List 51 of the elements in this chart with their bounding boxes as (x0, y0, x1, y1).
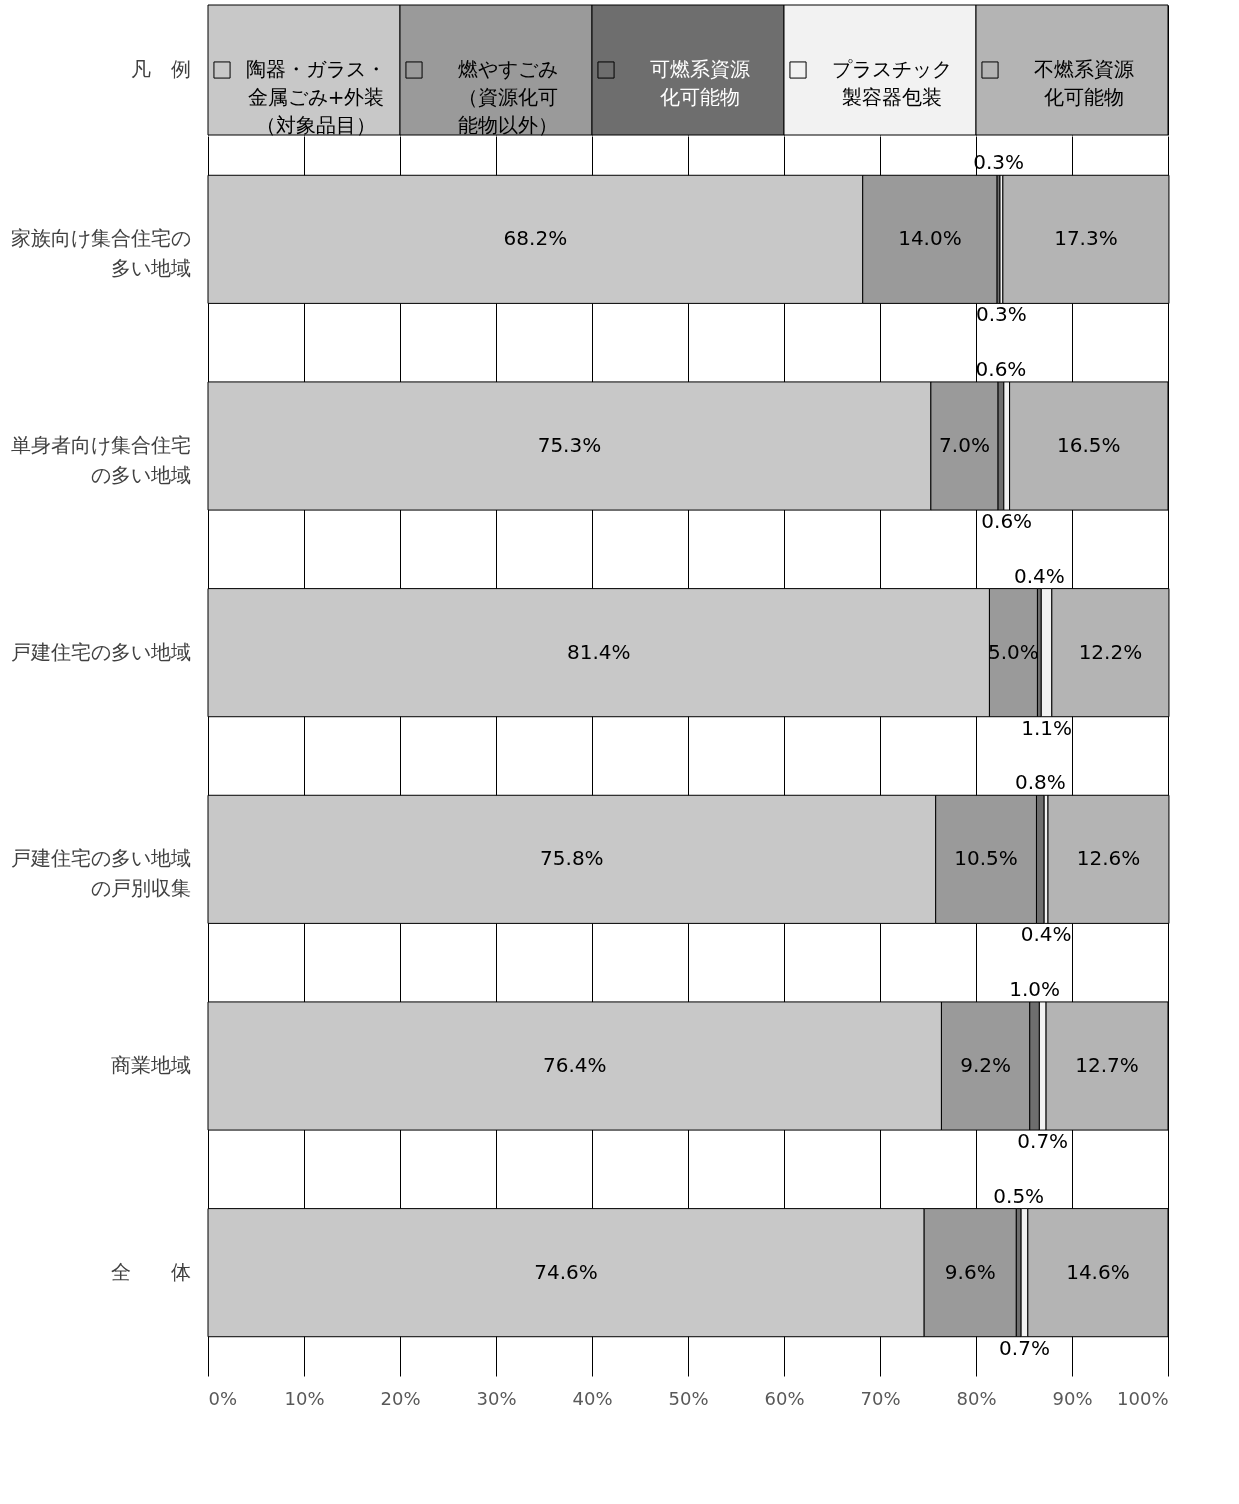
x-tick-label: 40% (572, 1387, 613, 1409)
data-label: 68.2% (503, 226, 568, 251)
data-label: 0.6% (981, 509, 1033, 533)
data-label: 14.0% (898, 226, 962, 251)
data-label: 12.7% (1075, 1053, 1139, 1077)
x-tick-label: 80% (956, 1387, 997, 1409)
data-label: 0.7% (1017, 1129, 1069, 1153)
data-label: 12.2% (1078, 639, 1143, 664)
x-tick-label: 90% (1052, 1387, 1093, 1409)
x-tick-label: 70% (860, 1387, 901, 1409)
data-label: 0.6% (975, 357, 1027, 381)
data-label: 0.7% (999, 1335, 1050, 1360)
x-tick-label: 0% (208, 1387, 238, 1409)
data-label: 9.2% (960, 1053, 1012, 1077)
data-label: 75.3% (537, 433, 602, 457)
legend-label: プラスチック製容器包装 (832, 57, 952, 109)
y-tick-label: 家族向け集合住宅の多い地域 (10, 226, 191, 281)
legend-label: 不燃系資源化可能物 (1034, 57, 1134, 109)
data-label: 0.4% (1013, 563, 1065, 588)
data-label: 74.6% (534, 1259, 598, 1284)
data-label: 10.5% (954, 846, 1018, 871)
data-label: 14.6% (1066, 1259, 1130, 1284)
legend-label: 陶器・ガラス・金属ごみ+外装（対象品目） (246, 57, 386, 137)
data-label: 75.8% (540, 846, 604, 871)
data-label: 0.8% (1014, 770, 1066, 795)
data-label: 16.5% (1057, 433, 1121, 457)
data-label: 0.5% (993, 1183, 1045, 1208)
data-label: 12.6% (1076, 846, 1141, 871)
x-tick-label: 100% (1117, 1387, 1169, 1409)
data-label: 0.4% (1020, 922, 1072, 947)
data-label: 17.3% (1054, 226, 1118, 251)
data-label: 0.3% (976, 302, 1027, 327)
data-label: 7.0% (939, 433, 990, 457)
x-tick-label: 30% (476, 1387, 517, 1409)
x-tick-label: 50% (668, 1387, 709, 1409)
x-tick-label: 60% (764, 1387, 805, 1409)
data-label: 81.4% (566, 639, 631, 664)
legend-label: 可燃系資源化可能物 (650, 57, 750, 109)
data-label: 9.6% (944, 1259, 996, 1284)
y-tick-label: 商業地域 (110, 1053, 191, 1077)
data-label: 76.4% (542, 1053, 607, 1077)
x-tick-label: 20% (380, 1387, 421, 1409)
y-tick-label: 全 体 (110, 1259, 191, 1284)
y-tick-label: 単身者向け集合住宅の多い地域 (10, 433, 191, 487)
legend-title: 凡 例 (130, 57, 191, 81)
y-tick-label: 戸建住宅の多い地域 (10, 639, 191, 664)
x-tick-label: 10% (284, 1387, 325, 1409)
legend-label: 燃やすごみ（資源化可能物以外） (458, 57, 558, 137)
data-label: 1.1% (1021, 715, 1072, 740)
data-label: 1.0% (1009, 977, 1060, 1001)
y-tick-label: 戸建住宅の多い地域の戸別収集 (10, 846, 191, 901)
